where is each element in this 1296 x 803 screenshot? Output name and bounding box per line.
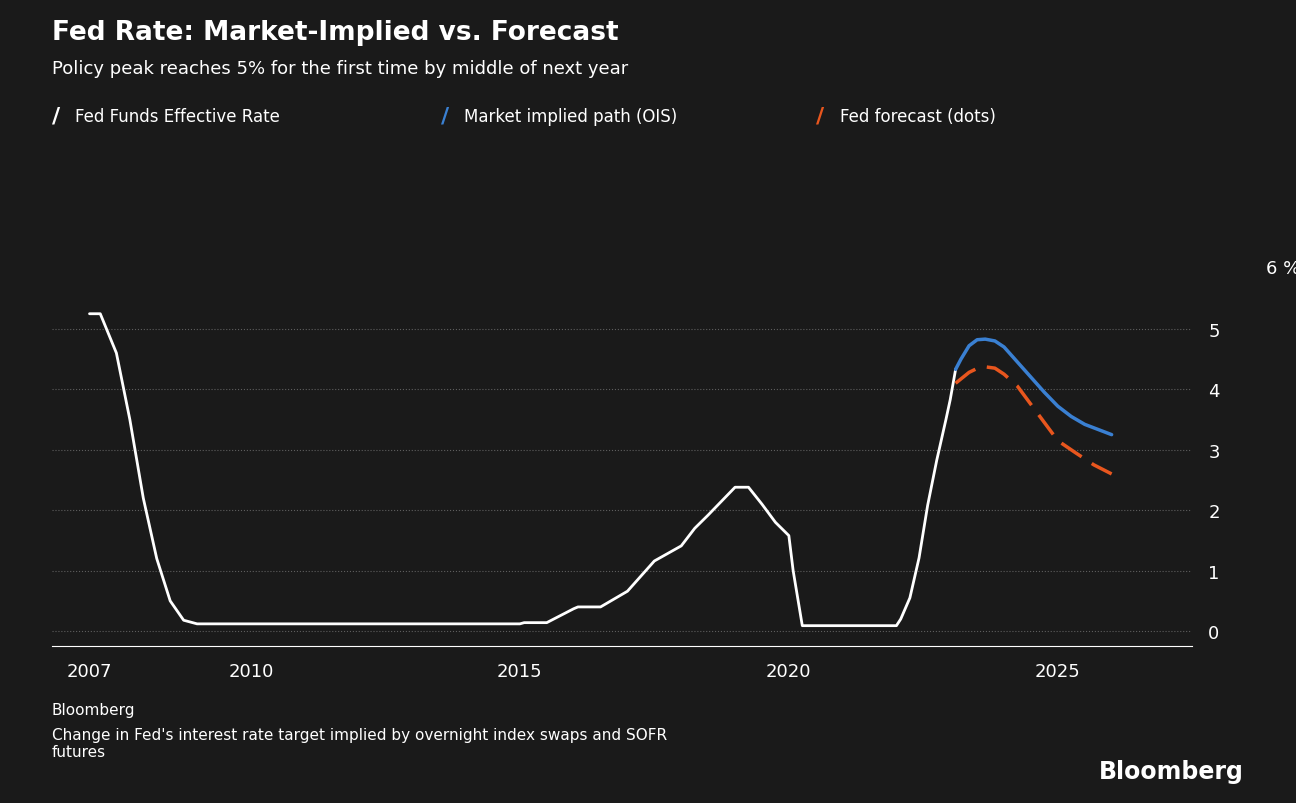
Text: Bloomberg: Bloomberg xyxy=(1099,759,1244,783)
Text: /: / xyxy=(816,107,824,126)
Text: Fed Funds Effective Rate: Fed Funds Effective Rate xyxy=(75,108,280,125)
Text: Bloomberg: Bloomberg xyxy=(52,703,135,718)
Text: Market implied path (OIS): Market implied path (OIS) xyxy=(464,108,678,125)
Text: 6 %: 6 % xyxy=(1266,260,1296,278)
Text: Policy peak reaches 5% for the first time by middle of next year: Policy peak reaches 5% for the first tim… xyxy=(52,60,629,78)
Text: /: / xyxy=(52,107,60,126)
Text: Change in Fed's interest rate target implied by overnight index swaps and SOFR
f: Change in Fed's interest rate target imp… xyxy=(52,727,667,759)
Text: /: / xyxy=(441,107,448,126)
Text: Fed Rate: Market-Implied vs. Forecast: Fed Rate: Market-Implied vs. Forecast xyxy=(52,20,618,46)
Text: Fed forecast (dots): Fed forecast (dots) xyxy=(840,108,995,125)
